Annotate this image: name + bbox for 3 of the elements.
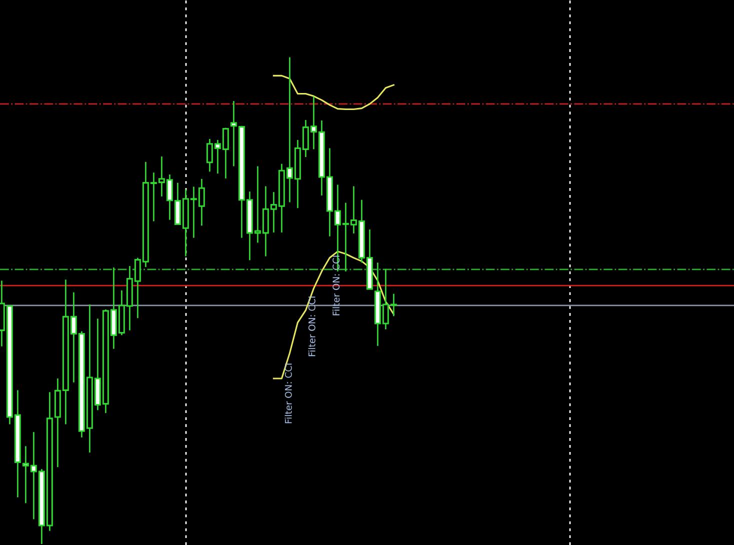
annotation: Filter ON: CCI [284, 364, 292, 424]
annotation: Filter ON: CCI [308, 296, 316, 356]
annotation: Filter ON: CCI [332, 256, 340, 316]
